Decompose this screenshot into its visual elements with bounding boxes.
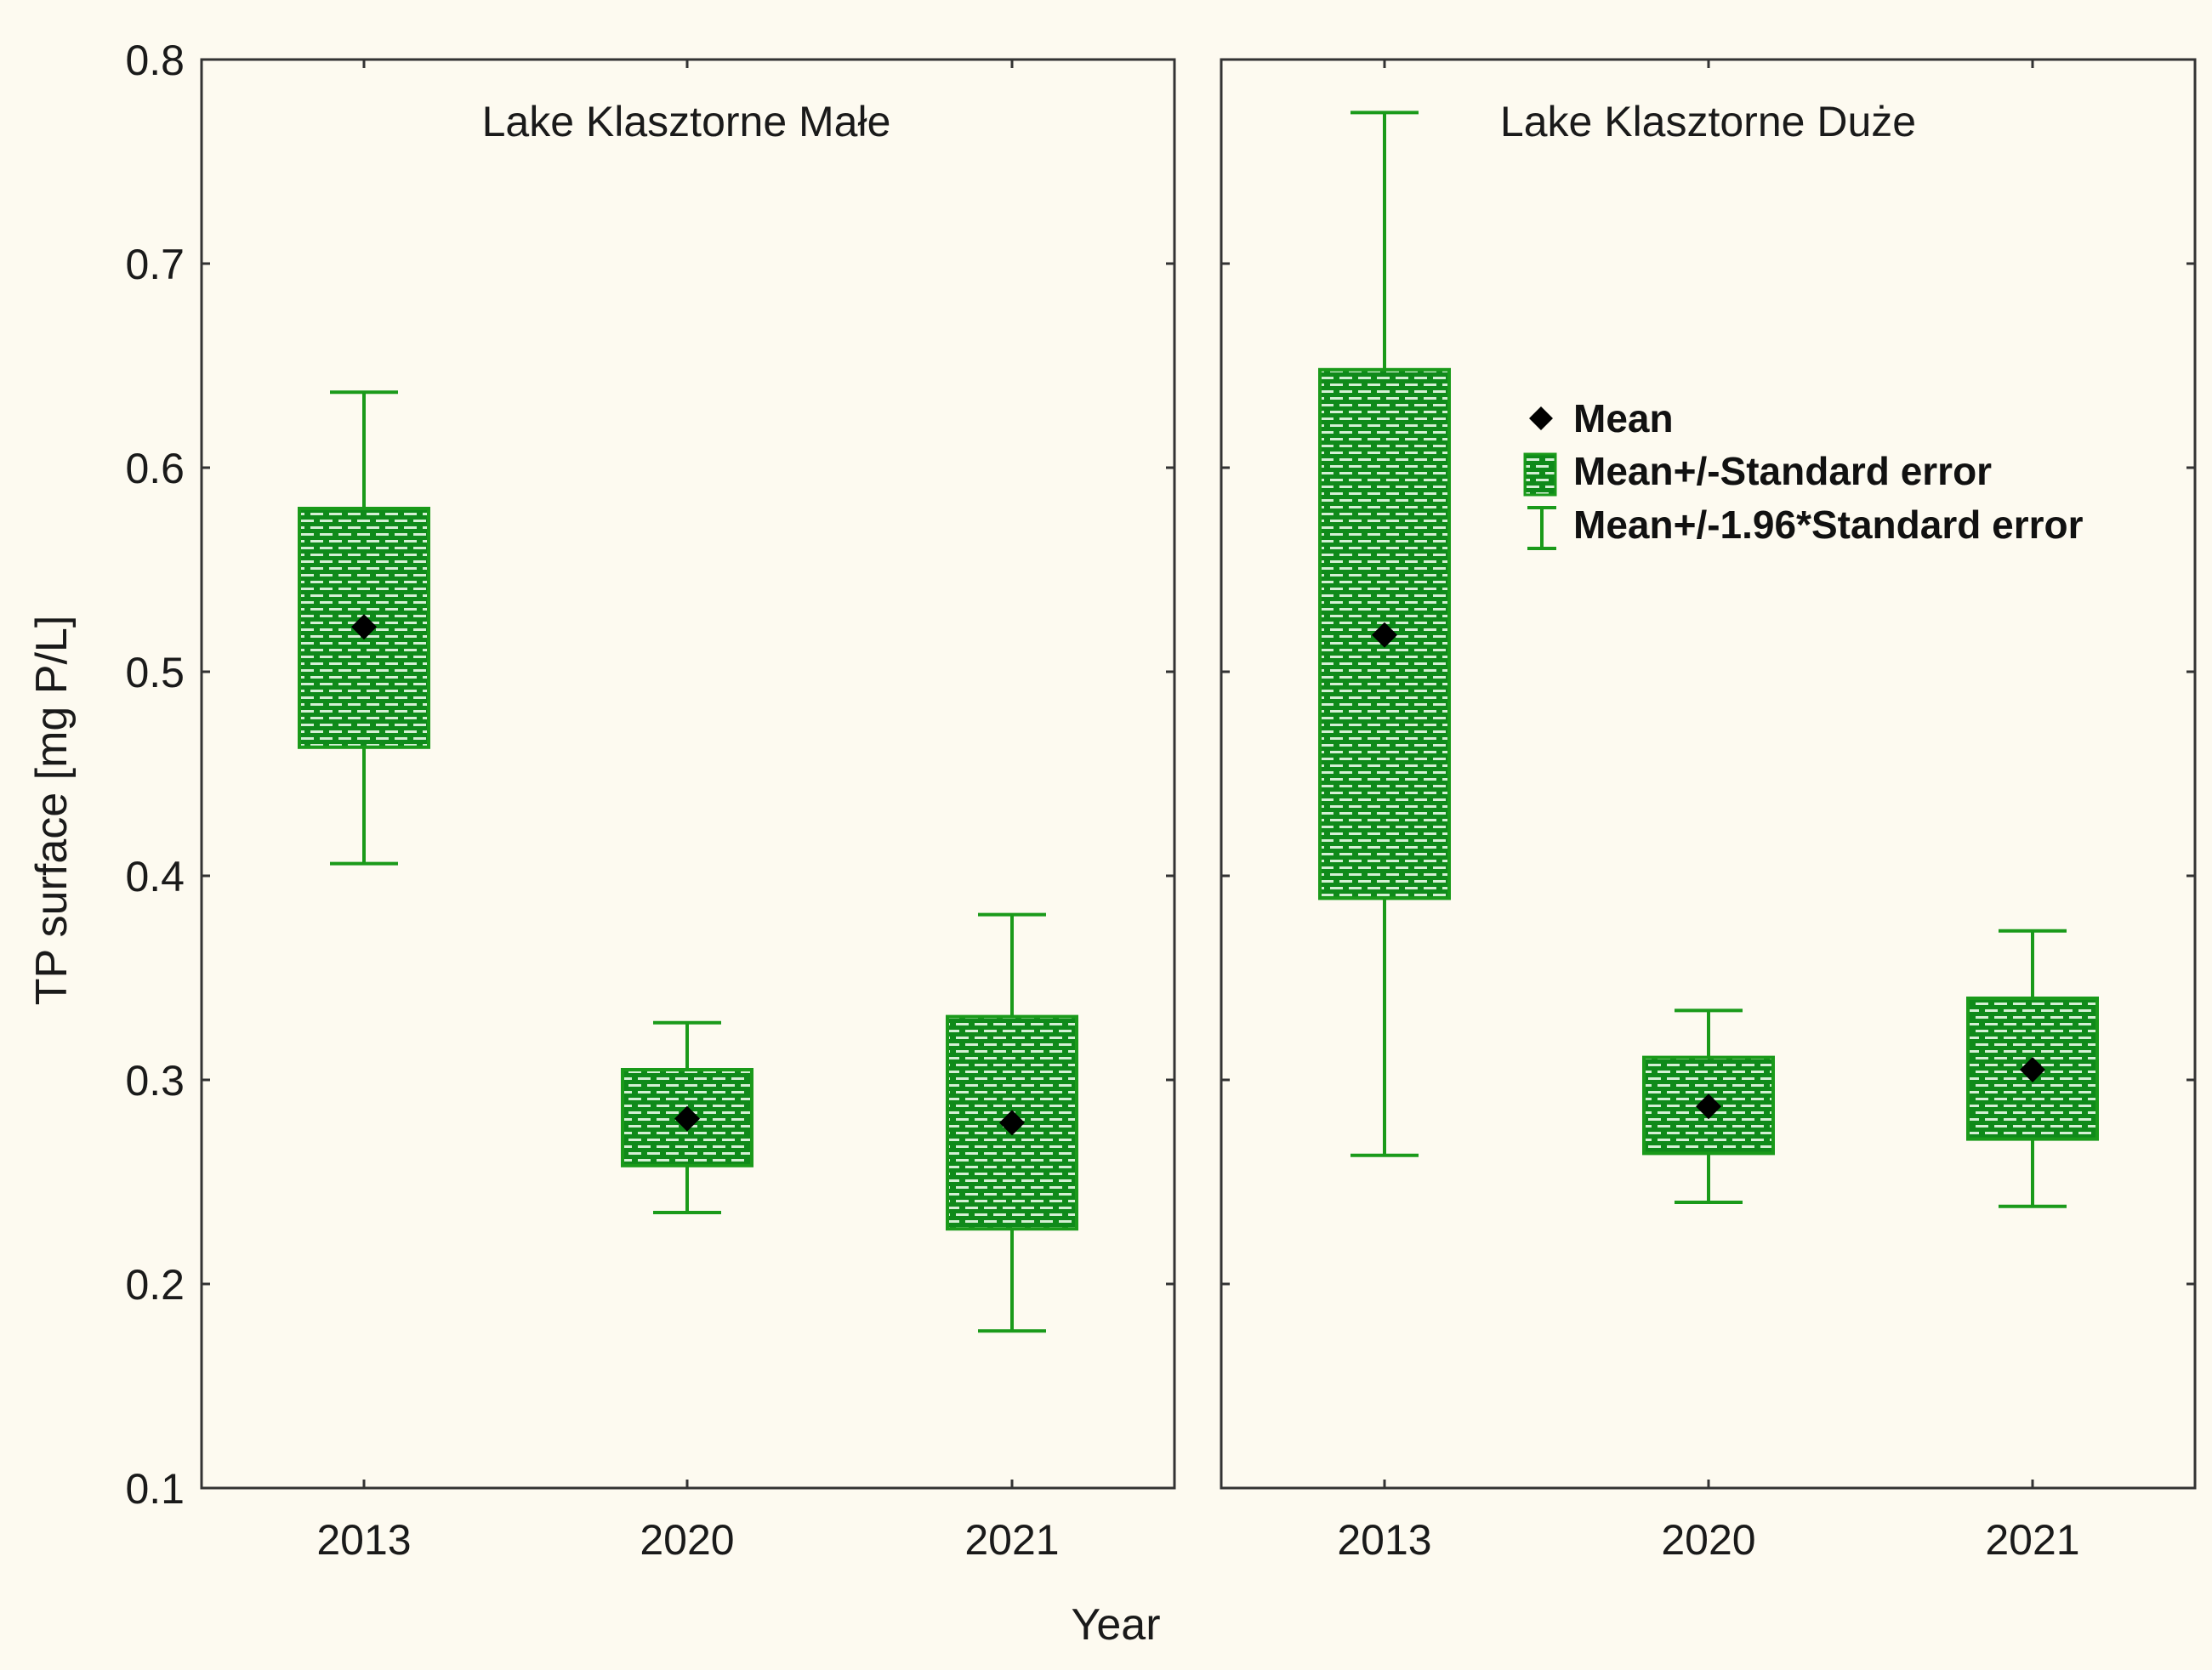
panel-1-frame bbox=[200, 58, 1176, 1490]
panel-2-2020-mean-marker bbox=[1696, 1093, 1721, 1120]
y-tick-label: 0.2 bbox=[125, 1261, 185, 1309]
panel-2-x-tick-label: 2013 bbox=[1337, 1516, 1431, 1564]
y-tick-label: 0.6 bbox=[125, 445, 185, 492]
panel-2-x-tick-label: 2020 bbox=[1661, 1516, 1755, 1564]
panel-1-x-tick-label: 2020 bbox=[640, 1516, 734, 1564]
y-tick-label: 0.7 bbox=[125, 241, 185, 288]
y-tick-label: 0.4 bbox=[125, 853, 185, 900]
y-axis-title: TP surface [mg P/L] bbox=[27, 616, 77, 1006]
axis-layer: 0.1 0.2 0.3 0.4 0.5 0.6 0.7 0.8 2013 2020 2021 Lake… bbox=[125, 37, 2197, 1564]
panel-1-x-tick-label: 2021 bbox=[964, 1516, 1059, 1564]
y-tick-label: 0.5 bbox=[125, 649, 185, 696]
y-tick-label: 0.3 bbox=[125, 1057, 185, 1105]
legend-ci-label: Mean+/-1.96*Standard error bbox=[1573, 503, 2084, 547]
x-axis-title: Year bbox=[1071, 1600, 1160, 1650]
legend-ci-whisker-icon bbox=[1527, 506, 1556, 550]
panel-1-x-tick-label: 2013 bbox=[316, 1516, 411, 1564]
y-tick-label: 0.1 bbox=[125, 1465, 185, 1513]
legend-mean-marker-icon bbox=[1529, 406, 1553, 430]
panel-2-2013-mean-marker bbox=[1372, 622, 1397, 648]
legend-mean-label: Mean bbox=[1573, 396, 1674, 440]
mark-layer bbox=[298, 111, 2099, 1333]
panel-1-2021-mean-marker bbox=[999, 1110, 1025, 1136]
y-tick-label: 0.8 bbox=[125, 37, 185, 84]
panel-1-2020-mean-marker bbox=[674, 1105, 700, 1132]
legend: Mean Mean+/-Standard error Mean+/-1.96*S… bbox=[1523, 396, 2084, 550]
legend-se-swatch-icon bbox=[1523, 452, 1557, 497]
legend-se-label: Mean+/-Standard error bbox=[1573, 449, 1992, 493]
panel-2-x-tick-label: 2021 bbox=[1985, 1516, 2079, 1564]
panel-2-title: Lake Klasztorne Duże bbox=[1500, 98, 1916, 145]
panel-1-title: Lake Klasztorne Małe bbox=[482, 98, 891, 145]
panel-1-2013-mean-marker bbox=[351, 614, 377, 640]
panel-2-2021-mean-marker bbox=[2020, 1057, 2045, 1082]
